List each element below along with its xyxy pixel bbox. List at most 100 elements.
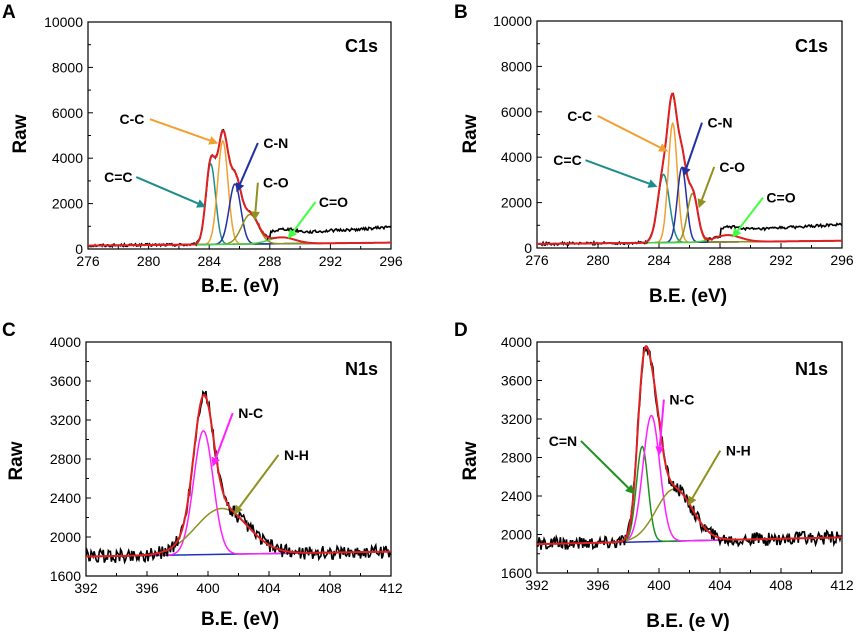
- panel-a-annotation-arrowhead: [235, 182, 245, 193]
- panel-a-ylabel: Raw: [10, 114, 31, 153]
- panel-d-annotation-arrow: [691, 450, 722, 499]
- panel-c-raw-spectrum: [86, 390, 391, 565]
- panel-a-xtick-label: 280: [137, 253, 161, 269]
- panel-d-annotation-label: N-H: [726, 443, 751, 459]
- panel-b-ytick-label: 2000: [501, 195, 532, 211]
- panel-a-annotation-label: C-N: [263, 135, 288, 151]
- panel-c-xtick-label: 400: [196, 580, 220, 596]
- panel-d-xtick-label: 412: [830, 577, 854, 593]
- panel-a-annotation-label: C-O: [263, 175, 289, 191]
- panel-b-annotation-arrow: [585, 159, 650, 185]
- panel-c-ytick-label: 1600: [50, 568, 81, 584]
- panel-d-annotation-arrow: [580, 440, 629, 489]
- panel-c: C N1s B.E. (eV) Raw 392 396 400 404 408 412 16…: [2, 320, 403, 630]
- panel-b-annotation-label: C-N: [708, 115, 733, 131]
- panel-a-annotation-arrow: [292, 201, 317, 233]
- panel-a-annotation-arrowhead: [287, 228, 297, 239]
- panel-d-annotation-label: C=N: [549, 433, 577, 449]
- panel-a-ytick-label: 2000: [52, 196, 83, 212]
- panel-b-annotation-arrowhead: [682, 166, 691, 177]
- panel-b-annotation-arrowhead: [647, 179, 658, 188]
- panel-d-ytick-label: 1600: [501, 565, 532, 581]
- panel-letter-d: D: [454, 320, 468, 341]
- panel-c-xlabel: B.E. (eV): [201, 609, 279, 630]
- panel-c-annotation-arrow: [214, 412, 234, 459]
- panel-c-xtick-label: 404: [257, 580, 281, 596]
- panel-d-annotation-arrowhead: [687, 495, 697, 506]
- panel-c-annotation-arrow: [238, 454, 280, 508]
- panel-c-ytick-label: 2800: [50, 451, 81, 467]
- panel-d-ytick-label: 2800: [501, 450, 532, 466]
- panel-c-ylabel: Raw: [6, 441, 27, 480]
- panel-a-xtick-label: 292: [319, 253, 343, 269]
- panel-b-ytick-label: 6000: [501, 104, 532, 120]
- panel-b-annotation-arrowhead: [732, 227, 742, 238]
- panel-a-annotation-arrow: [149, 118, 211, 142]
- panel-a-spectrum-title: C1s: [345, 36, 378, 56]
- panel-a-annotation-arrow: [135, 176, 199, 205]
- panel-d-xlabel: B.E. (e V): [646, 611, 729, 632]
- panel-c-xtick-label: 392: [74, 580, 98, 596]
- panel-d-xtick-label: 408: [769, 577, 793, 593]
- panel-d-component-n-c: [537, 414, 842, 545]
- panel-b-annotation-label: C=O: [766, 190, 795, 206]
- panel-a-ytick-label: 6000: [52, 105, 83, 121]
- panel-d-ytick-label: 2400: [501, 488, 532, 504]
- panel-a-annotation-label: C=O: [319, 194, 348, 210]
- panel-c-annotation-arrowhead: [211, 456, 220, 467]
- panel-a-xtick-label: 284: [198, 253, 222, 269]
- panel-b-xtick-label: 292: [769, 252, 793, 268]
- panel-b-annotation-arrow: [685, 122, 703, 169]
- panel-b-envelope: [537, 92, 842, 245]
- panel-a-ytick-label: 10000: [44, 14, 83, 30]
- panel-d-spectrum-title: N1s: [795, 359, 828, 379]
- panel-d-annotation-arrow: [658, 399, 665, 447]
- panel-d-ytick-label: 3600: [501, 373, 532, 389]
- panel-d-xtick-label: 404: [708, 577, 732, 593]
- panel-c-spectrum-title: N1s: [345, 359, 378, 379]
- panel-d-xtick-label: 396: [586, 577, 610, 593]
- panel-b-component-c-n: [537, 166, 842, 245]
- panel-b-xtick-label: 276: [525, 252, 549, 268]
- panel-c-ytick-label: 4000: [50, 334, 81, 350]
- panel-b-annotation-label: C=C: [553, 152, 581, 168]
- panel-a-annotation-label: C=C: [104, 169, 132, 185]
- panel-b-annotation-arrow: [700, 166, 716, 201]
- panel-b-xtick-label: 296: [830, 252, 854, 268]
- panel-b-annotation-arrowhead: [658, 143, 669, 152]
- panel-c-ytick-label: 3600: [50, 373, 81, 389]
- panel-a: A C1s B.E. (eV) Raw 276 280 284 288 292 296 0 2…: [2, 2, 403, 297]
- panel-a-xtick-label: 288: [258, 253, 282, 269]
- panel-d-xtick-label: 392: [525, 577, 549, 593]
- panel-a-annotation-arrowhead: [250, 211, 260, 221]
- panel-c-xtick-label: 396: [135, 580, 159, 596]
- panel-c-ytick-label: 3200: [50, 412, 81, 428]
- panel-c-xtick-label: 408: [318, 580, 342, 596]
- panel-letter-b: B: [454, 2, 468, 23]
- panel-d-ytick-label: 3200: [501, 411, 532, 427]
- panel-b-ylabel: Raw: [460, 114, 481, 153]
- panel-a-xlabel: B.E. (eV): [201, 276, 279, 297]
- panel-d-annotation-label: N-C: [669, 392, 694, 408]
- panel-b-xtick-label: 288: [708, 252, 732, 268]
- panel-b-ytick-label: 0: [524, 240, 532, 256]
- panel-c-xtick-label: 412: [379, 580, 403, 596]
- panel-b-spectrum-title: C1s: [795, 36, 828, 56]
- panel-a-ytick-label: 8000: [52, 59, 83, 75]
- panel-d-component-ceqn: [537, 445, 842, 545]
- panel-b-xlabel: B.E. (eV): [649, 286, 727, 307]
- panel-c-envelope: [86, 393, 391, 558]
- panel-b-annotation-arrow: [597, 114, 661, 149]
- panel-d-annotation-arrowhead: [655, 446, 665, 456]
- panel-b-ytick-label: 10000: [493, 13, 532, 29]
- panel-a-plot-frame: [87, 21, 392, 250]
- panel-d-ytick-label: 2000: [501, 527, 532, 543]
- panel-b-xtick-label: 280: [586, 252, 610, 268]
- panel-a-annotation-arrowhead: [196, 199, 207, 208]
- panel-c-ytick-label: 2000: [50, 529, 81, 545]
- panel-letter-c: C: [2, 320, 16, 341]
- panel-c-annotation-label: N-H: [284, 447, 309, 463]
- panel-d-ytick-label: 4000: [501, 334, 532, 350]
- panel-a-annotation-label: C-C: [119, 111, 144, 127]
